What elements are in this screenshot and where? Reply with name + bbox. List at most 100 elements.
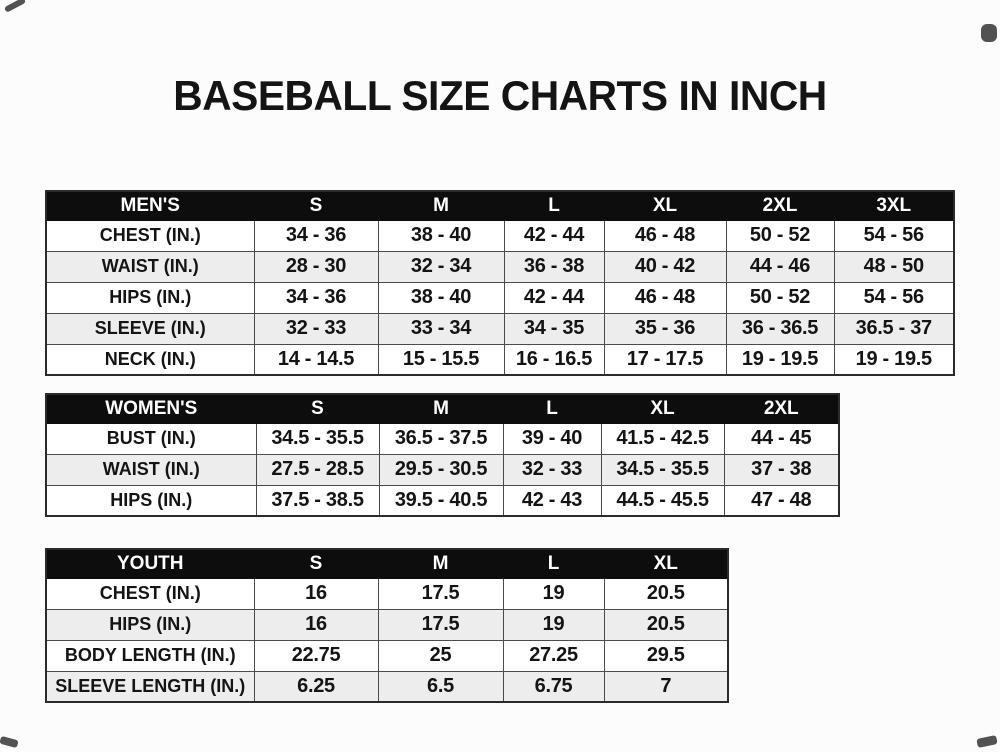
measurement-label: WAIST (IN.)	[45, 250, 255, 283]
measurement-label: HIPS (IN.)	[45, 484, 257, 517]
size-value-cell: 16 - 16.5	[503, 343, 605, 376]
size-value-cell: 22.75	[253, 639, 379, 672]
size-column-header: M	[378, 393, 504, 424]
photo-edge-artifact	[3, 0, 27, 13]
size-value-cell: 34.5 - 35.5	[600, 453, 725, 486]
size-value-cell: 36.5 - 37	[833, 312, 955, 345]
page-title: BASEBALL SIZE CHARTS IN INCH	[173, 72, 827, 119]
measurement-row: HIPS (IN.) 34 - 36 38 - 40 42 - 44 46 - 48 50…	[45, 281, 955, 314]
measurement-row: BODY LENGTH (IN.) 22.75 25 27.25 29.5	[45, 639, 729, 672]
measurement-label: WAIST (IN.)	[45, 453, 257, 486]
size-column-header: XL	[600, 393, 725, 424]
measurement-row: SLEEVE (IN.) 32 - 33 33 - 34 34 - 35 35 - 36…	[45, 312, 955, 345]
size-value-cell: 16	[253, 577, 379, 610]
size-value-cell: 38 - 40	[377, 219, 505, 252]
measurement-row: BUST (IN.) 34.5 - 35.5 36.5 - 37.5 39 - 40 4…	[45, 422, 840, 455]
measurement-label: CHEST (IN.)	[45, 577, 255, 610]
size-value-cell: 29.5 - 30.5	[378, 453, 504, 486]
size-value-cell: 19	[502, 608, 605, 641]
size-value-cell: 35 - 36	[603, 312, 727, 345]
size-value-cell: 19 - 19.5	[725, 343, 835, 376]
size-value-cell: 37.5 - 38.5	[255, 484, 380, 517]
size-column-header: 2XL	[725, 190, 835, 221]
size-column-header: L	[503, 190, 605, 221]
size-value-cell: 33 - 34	[377, 312, 505, 345]
measurement-row: WAIST (IN.) 27.5 - 28.5 29.5 - 30.5 32 - 33…	[45, 453, 840, 486]
size-value-cell: 44 - 46	[725, 250, 835, 283]
size-value-cell: 17.5	[377, 577, 504, 610]
measurement-row: HIPS (IN.) 37.5 - 38.5 39.5 - 40.5 42 - 43 4…	[45, 484, 840, 517]
size-value-cell: 34.5 - 35.5	[255, 422, 380, 455]
size-value-cell: 27.5 - 28.5	[255, 453, 380, 486]
size-value-cell: 28 - 30	[253, 250, 379, 283]
size-column-header: S	[255, 393, 380, 424]
size-value-cell: 46 - 48	[603, 219, 727, 252]
size-value-cell: 39 - 40	[502, 422, 602, 455]
measurement-label: BODY LENGTH (IN.)	[45, 639, 255, 672]
size-value-cell: 54 - 56	[833, 219, 955, 252]
size-value-cell: 36 - 38	[503, 250, 605, 283]
size-value-cell: 25	[377, 639, 504, 672]
size-column-header: 3XL	[833, 190, 955, 221]
size-value-cell: 48 - 50	[833, 250, 955, 283]
mens-size-table: MEN'S S M L XL 2XL 3XL CHEST (IN.) 34 - 36 38 - 4…	[45, 190, 955, 376]
size-value-cell: 34 - 35	[503, 312, 605, 345]
size-value-cell: 44 - 45	[723, 422, 840, 455]
header-row: MEN'S S M L XL 2XL 3XL	[45, 190, 955, 221]
measurement-row: CHEST (IN.) 34 - 36 38 - 40 42 - 44 46 - 48 5…	[45, 219, 955, 252]
size-value-cell: 17.5	[377, 608, 504, 641]
youth-size-table: YOUTH S M L XL CHEST (IN.) 16 17.5 19 20.5 HIPS (I…	[45, 548, 729, 703]
size-value-cell: 40 - 42	[603, 250, 727, 283]
size-value-cell: 47 - 48	[723, 484, 840, 517]
size-value-cell: 6.5	[377, 670, 504, 703]
size-column-header: S	[253, 548, 379, 579]
size-value-cell: 32 - 33	[502, 453, 602, 486]
measurement-label: HIPS (IN.)	[45, 281, 255, 314]
size-column-header: S	[253, 190, 379, 221]
size-column-header: L	[502, 548, 605, 579]
size-column-header: 2XL	[723, 393, 840, 424]
size-value-cell: 29.5	[603, 639, 729, 672]
size-value-cell: 50 - 52	[725, 281, 835, 314]
size-column-header: XL	[603, 548, 729, 579]
size-column-header: M	[377, 548, 504, 579]
size-value-cell: 50 - 52	[725, 219, 835, 252]
womens-size-table: WOMEN'S S M L XL 2XL BUST (IN.) 34.5 - 35.5 36.5…	[45, 393, 840, 517]
measurement-label: HIPS (IN.)	[45, 608, 255, 641]
size-value-cell: 34 - 36	[253, 219, 379, 252]
size-value-cell: 42 - 43	[502, 484, 602, 517]
measurement-row: WAIST (IN.) 28 - 30 32 - 34 36 - 38 40 - 42 4…	[45, 250, 955, 283]
header-row: WOMEN'S S M L XL 2XL	[45, 393, 840, 424]
size-value-cell: 34 - 36	[253, 281, 379, 314]
size-value-cell: 17 - 17.5	[603, 343, 727, 376]
size-value-cell: 32 - 34	[377, 250, 505, 283]
size-value-cell: 44.5 - 45.5	[600, 484, 725, 517]
size-column-header: M	[377, 190, 505, 221]
table-title-cell: YOUTH	[45, 548, 255, 579]
header-row: YOUTH S M L XL	[45, 548, 729, 579]
size-value-cell: 36 - 36.5	[725, 312, 835, 345]
size-value-cell: 27.25	[502, 639, 605, 672]
size-value-cell: 7	[603, 670, 729, 703]
size-column-header: L	[502, 393, 602, 424]
size-value-cell: 42 - 44	[503, 281, 605, 314]
size-value-cell: 38 - 40	[377, 281, 505, 314]
measurement-row: CHEST (IN.) 16 17.5 19 20.5	[45, 577, 729, 610]
size-value-cell: 54 - 56	[833, 281, 955, 314]
measurement-label: NECK (IN.)	[45, 343, 255, 376]
size-value-cell: 42 - 44	[503, 219, 605, 252]
measurement-row: NECK (IN.) 14 - 14.5 15 - 15.5 16 - 16.5 17 …	[45, 343, 955, 376]
photo-edge-artifact	[976, 735, 998, 748]
measurement-row: SLEEVE LENGTH (IN.) 6.25 6.5 6.75 7	[45, 670, 729, 703]
size-column-header: XL	[603, 190, 727, 221]
table-title-cell: MEN'S	[45, 190, 255, 221]
size-value-cell: 16	[253, 608, 379, 641]
size-value-cell: 41.5 - 42.5	[600, 422, 725, 455]
size-value-cell: 20.5	[603, 577, 729, 610]
measurement-label: SLEEVE (IN.)	[45, 312, 255, 345]
photo-edge-artifact	[981, 24, 997, 42]
size-value-cell: 39.5 - 40.5	[378, 484, 504, 517]
size-value-cell: 19	[502, 577, 605, 610]
size-value-cell: 37 - 38	[723, 453, 840, 486]
